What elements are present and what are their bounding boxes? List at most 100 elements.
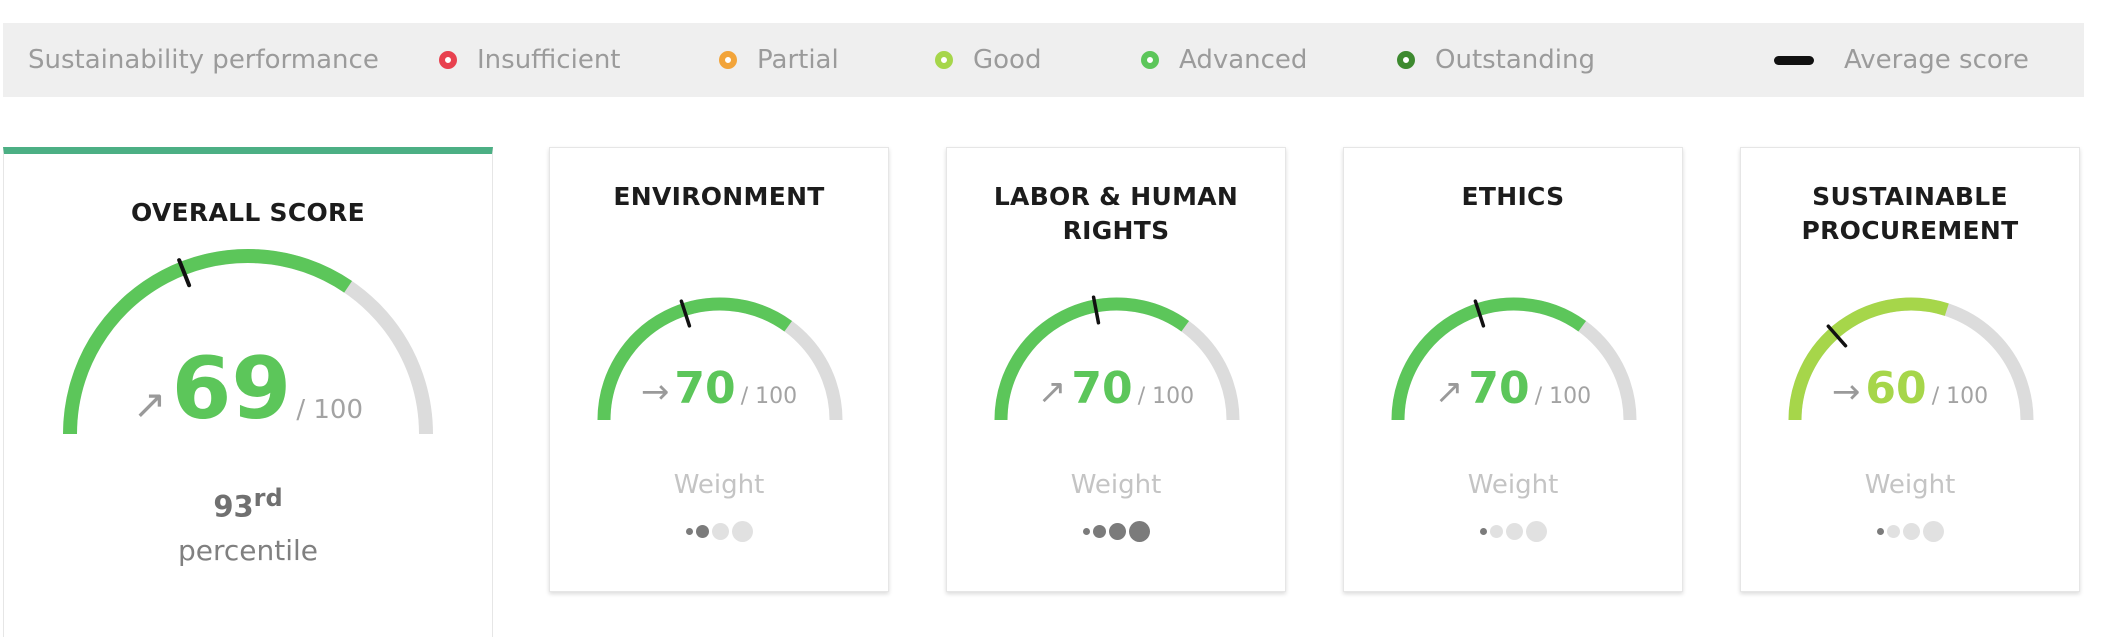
theme-title-line: LABOR & HUMAN — [993, 182, 1239, 211]
weight-label: Weight — [1864, 470, 1956, 500]
percentile-rank: 93rd — [4, 484, 492, 524]
weight-dot — [1108, 523, 1126, 540]
gauge-value-arc — [1788, 297, 1949, 421]
legend-label-insufficient: Insufficient — [477, 45, 621, 75]
weight-dot — [731, 521, 753, 542]
gauge-value-arc — [63, 249, 353, 435]
weight-indicator — [1344, 521, 1682, 542]
theme-title-line: RIGHTS — [1062, 216, 1170, 245]
percentile-rank-suffix: rd — [253, 484, 283, 512]
average-score-marker — [1091, 295, 1101, 325]
weight-dot — [685, 528, 693, 535]
legend-item-outstanding: Outstanding — [1397, 23, 1595, 97]
theme-score-gauge — [994, 295, 1240, 421]
theme-card-labor-human-rights[interactable]: LABOR & HUMAN RIGHTS ↗ 70 / 100 Weight — [946, 147, 1286, 592]
theme-score-gauge — [1788, 297, 2034, 421]
trend-up-icon: ↗ — [1434, 372, 1464, 412]
weight-dot — [1128, 521, 1150, 542]
theme-score-gauge — [597, 297, 843, 421]
theme-score-max: / 100 — [1137, 384, 1195, 409]
theme-score-row: ↗ 70 / 100 — [1344, 363, 1682, 414]
legend-title-text: Sustainability performance — [28, 45, 379, 75]
gauge-value-arc — [994, 297, 1190, 421]
legend-label-average: Average score — [1844, 45, 2029, 75]
average-score-marker — [1826, 324, 1848, 348]
theme-title: LABOR & HUMAN RIGHTS — [947, 180, 1285, 248]
legend-item-good: Good — [935, 23, 1041, 97]
theme-title: SUSTAINABLE PROCUREMENT — [1741, 180, 2079, 248]
theme-score-max: / 100 — [1534, 384, 1592, 409]
weight-dot — [1525, 521, 1547, 542]
weight-dot — [695, 525, 709, 538]
advanced-dot-icon — [1141, 51, 1159, 69]
weight-dot — [1876, 528, 1884, 535]
overall-score-title: OVERALL SCORE — [130, 198, 365, 227]
partial-dot-icon — [719, 51, 737, 69]
theme-score-row: → 60 / 100 — [1741, 363, 2079, 414]
weight-dot — [1922, 521, 1944, 542]
legend-item-insufficient: Insufficient — [439, 23, 621, 97]
weight-dot — [1489, 525, 1503, 538]
theme-score-row: → 70 / 100 — [550, 363, 888, 414]
legend-item-partial: Partial — [719, 23, 839, 97]
weight-label: Weight — [1467, 470, 1559, 500]
percentile-rank-number: 93 — [213, 489, 254, 524]
theme-title-line: SUSTAINABLE — [1812, 182, 2008, 211]
overall-score-card[interactable]: OVERALL SCORE ↗ 69 / 100 93rd percentile — [3, 147, 493, 637]
weight-label: Weight — [1070, 470, 1162, 500]
theme-card-environment[interactable]: ENVIRONMENT → 70 / 100 Weight — [549, 147, 889, 592]
average-score-marker — [679, 299, 692, 328]
weight-label: Weight — [673, 470, 765, 500]
weight-dot — [1902, 523, 1920, 540]
weight-dot — [1082, 528, 1090, 535]
overall-score-row: ↗ 69 / 100 — [4, 339, 492, 439]
overall-score-gauge — [63, 249, 433, 435]
weight-indicator — [947, 521, 1285, 542]
outstanding-dot-icon — [1397, 51, 1415, 69]
trend-flat-icon: → — [1831, 372, 1861, 412]
theme-title: ENVIRONMENT — [550, 180, 888, 214]
average-score-marker — [1473, 299, 1486, 328]
weight-indicator — [550, 521, 888, 542]
weight-dot — [1092, 525, 1106, 538]
theme-title-line: ENVIRONMENT — [613, 182, 825, 211]
average-score-dash-icon — [1774, 55, 1814, 65]
legend-label-advanced: Advanced — [1179, 45, 1308, 75]
theme-score-value: 60 — [1865, 363, 1927, 414]
weight-dot — [1479, 528, 1487, 535]
theme-score-gauge — [1391, 297, 1637, 421]
theme-title-line: PROCUREMENT — [1801, 216, 2019, 245]
percentile-label: percentile — [177, 534, 319, 567]
weight-dot — [1505, 523, 1523, 540]
good-dot-icon — [935, 51, 953, 69]
legend-item-advanced: Advanced — [1141, 23, 1307, 97]
weight-dot — [1886, 525, 1900, 538]
legend-label-partial: Partial — [757, 45, 839, 75]
gauge-value-arc — [597, 297, 793, 421]
theme-score-value: 70 — [674, 363, 736, 414]
average-score-marker — [177, 258, 192, 288]
theme-score-max: / 100 — [1931, 384, 1989, 409]
theme-card-ethics[interactable]: ETHICS ↗ 70 / 100 Weight — [1343, 147, 1683, 592]
theme-score-value: 70 — [1468, 363, 1530, 414]
legend-label-good: Good — [973, 45, 1042, 75]
overall-score-max: / 100 — [296, 395, 364, 425]
legend-item-average: Average score — [1774, 23, 2029, 97]
theme-score-max: / 100 — [740, 384, 798, 409]
legend-title: Sustainability performance — [28, 23, 379, 97]
theme-title-line: ETHICS — [1461, 182, 1565, 211]
trend-flat-icon: → — [640, 372, 670, 412]
gauge-value-arc — [1391, 297, 1587, 421]
legend-label-outstanding: Outstanding — [1435, 45, 1595, 75]
insufficient-dot-icon — [439, 51, 457, 69]
theme-score-row: ↗ 70 / 100 — [947, 363, 1285, 414]
theme-title: ETHICS — [1344, 180, 1682, 214]
weight-dot — [711, 523, 729, 540]
trend-up-icon: ↗ — [1037, 372, 1067, 412]
performance-legend: Sustainability performance Insufficient … — [3, 23, 2084, 97]
trend-up-icon: ↗ — [132, 382, 167, 428]
theme-card-sustainable-procurement[interactable]: SUSTAINABLE PROCUREMENT → 60 / 100 Weigh… — [1740, 147, 2080, 592]
weight-indicator — [1741, 521, 2079, 542]
theme-score-value: 70 — [1071, 363, 1133, 414]
overall-score-value: 69 — [171, 339, 292, 439]
